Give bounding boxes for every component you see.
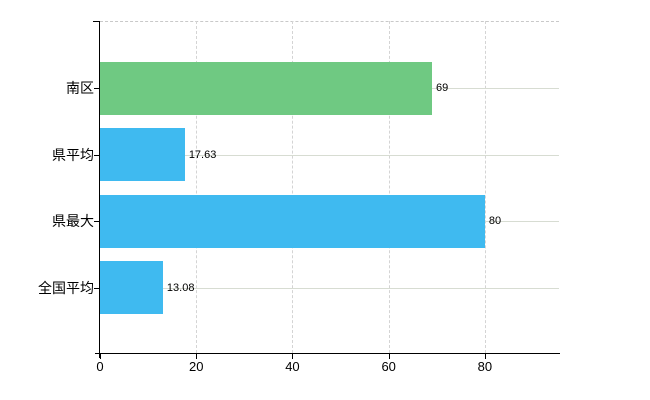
category-label: 県平均 bbox=[52, 146, 94, 163]
x-tick-label: 40 bbox=[285, 359, 300, 374]
plot-area: 69 17.63 80 13.08 bbox=[100, 21, 559, 353]
y-axis-line bbox=[99, 21, 100, 358]
category-tick bbox=[94, 88, 100, 90]
x-axis-tick bbox=[388, 354, 390, 359]
x-tick-label: 20 bbox=[188, 359, 204, 374]
vertical-gridline bbox=[292, 21, 294, 353]
bar-県平均 bbox=[100, 128, 185, 182]
bar-全国平均 bbox=[100, 261, 163, 315]
bar-value-label: 13.08 bbox=[166, 281, 195, 294]
category-label: 県最大 bbox=[52, 213, 94, 230]
x-tick-label: 80 bbox=[477, 359, 493, 374]
bar-value-label: 17.63 bbox=[188, 148, 217, 161]
plot-top-border bbox=[100, 21, 559, 22]
category-gridline bbox=[100, 287, 559, 289]
x-axis-tick bbox=[484, 354, 486, 359]
bar-南区 bbox=[100, 61, 432, 115]
y-axis-top-tick bbox=[93, 21, 100, 22]
bar-県最大 bbox=[100, 194, 485, 248]
x-axis-tick bbox=[292, 354, 294, 359]
category-tick bbox=[94, 154, 100, 156]
vertical-gridline bbox=[484, 21, 486, 353]
vertical-gridline bbox=[388, 21, 390, 353]
x-axis-tick bbox=[196, 354, 198, 359]
category-tick bbox=[94, 221, 100, 223]
x-tick-label: 0 bbox=[96, 359, 104, 374]
category-gridline bbox=[100, 154, 559, 156]
category-tick bbox=[94, 287, 100, 289]
bar-value-label: 80 bbox=[488, 215, 502, 228]
x-tick-label: 60 bbox=[381, 359, 396, 374]
category-label: 全国平均 bbox=[38, 279, 94, 296]
x-axis-tick bbox=[100, 354, 101, 359]
x-axis-line bbox=[95, 353, 560, 354]
category-label: 南区 bbox=[66, 80, 94, 97]
bar-value-label: 69 bbox=[435, 82, 449, 95]
vertical-gridline bbox=[196, 21, 198, 353]
